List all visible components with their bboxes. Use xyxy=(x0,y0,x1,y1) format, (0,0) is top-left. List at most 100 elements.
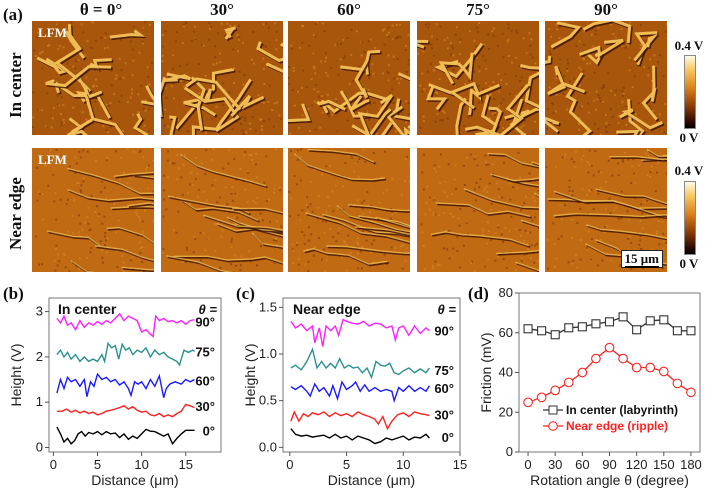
chart-d-xtick-label: 30 xyxy=(548,457,562,472)
chart-c-series-label: 60° xyxy=(434,381,454,396)
chart-b-series-label: 30° xyxy=(195,399,215,414)
chart-d-ytick-label: 80 xyxy=(499,285,513,300)
chart-d-point-square xyxy=(618,312,628,322)
chart-d-point-square xyxy=(632,325,642,335)
colorbar-bottom-min-label: 0 V xyxy=(679,256,699,271)
chart-d-xtick-label: 120 xyxy=(626,457,648,472)
chart-d-xtick-label: 90 xyxy=(602,457,616,472)
lfm-label: LFM xyxy=(38,25,67,40)
chart-d-xtick-label: 180 xyxy=(680,457,702,472)
afm-image-center-4 xyxy=(545,21,667,135)
chart-c-xtick-label: 0 xyxy=(286,457,293,472)
chart-c-ylabel: Height (V) xyxy=(242,343,258,406)
chart-d-point-circle xyxy=(536,392,547,403)
chart-d-legend-marker-square xyxy=(548,405,558,415)
column-title-75: 75° xyxy=(466,0,490,19)
scale-bar: 15 μm xyxy=(620,250,663,268)
chart-d-point-circle xyxy=(591,353,601,364)
chart-b-xtick-label: 15 xyxy=(178,457,192,472)
chart-d-point-circle xyxy=(686,387,696,398)
chart-d-legend-label-1: Near edge (ripple) xyxy=(566,419,668,433)
chart-d-point-square xyxy=(591,319,601,329)
chart-b-series-30° xyxy=(56,403,195,418)
chart-d-point-circle xyxy=(672,378,683,389)
chart-c-xtick-label: 15 xyxy=(453,457,467,472)
column-title-30: 30° xyxy=(210,0,234,19)
chart-b-xtick-label: 5 xyxy=(94,457,101,472)
chart-d-point-circle xyxy=(523,397,533,408)
chart-d-point-circle xyxy=(631,362,642,373)
chart-b-series-label: 75° xyxy=(195,344,215,359)
chart-c-title: Near edge xyxy=(293,301,361,317)
chart-d-point-circle xyxy=(563,377,574,388)
chart-c-series-label: 0° xyxy=(442,430,454,445)
chart-c-legend-header: θ = xyxy=(438,302,457,317)
chart-d-point-square xyxy=(672,326,682,336)
panel-b-label: (b) xyxy=(3,284,24,303)
chart-c-xlabel: Distance (μm) xyxy=(328,472,415,488)
colorbar-bottom-max-label: 0.4 V xyxy=(674,163,704,178)
chart-d-point-circle xyxy=(618,353,628,364)
chart-d-xtick-label: 150 xyxy=(653,457,675,472)
chart-b-ylabel: Height (V) xyxy=(8,343,24,406)
chart-c-series-30° xyxy=(290,410,430,431)
chart-c-ytick-label: 1.0 xyxy=(259,346,277,361)
chart-c-xtick-label: 5 xyxy=(343,457,350,472)
chart-b: 0 5 10 15 0 1 2 3 Distance (μm) Height (V) In cent… xyxy=(8,297,222,488)
chart-d-ytick-label: 20 xyxy=(499,404,513,419)
panel-c-label: (c) xyxy=(236,284,255,303)
chart-d-xtick-label: 60 xyxy=(575,457,589,472)
afm-image-edge-1 xyxy=(161,148,283,272)
chart-d-ylabel: Friction (mV) xyxy=(478,332,494,412)
chart-c-frame xyxy=(282,297,461,453)
chart-b-series-0° xyxy=(56,426,195,446)
chart-b-series-label: 90° xyxy=(195,315,215,330)
chart-b-ytick-label: 3 xyxy=(36,304,43,319)
colorbar-bottom xyxy=(684,181,696,255)
chart-b-ytick-label: 2 xyxy=(36,349,43,364)
chart-b-title: In center xyxy=(58,301,117,317)
chart-d-point-square xyxy=(564,323,574,333)
afm-image-center-0: LFM xyxy=(32,21,154,135)
chart-b-xtick-label: 0 xyxy=(50,457,57,472)
chart-c-series-label: 30° xyxy=(434,408,454,423)
panel-a-label: (a) xyxy=(3,5,23,24)
chart-c-series-60° xyxy=(290,380,430,404)
chart-b-series-90° xyxy=(56,312,195,338)
chart-d-xtick-label: 0 xyxy=(524,457,531,472)
chart-d-point-square xyxy=(577,322,587,332)
chart-d-point-square xyxy=(523,324,533,334)
chart-b-ytick-label: 0 xyxy=(36,439,43,454)
chart-d-legend-marker-circle xyxy=(548,421,558,431)
chart-c-ytick-label: 1.5 xyxy=(259,299,277,314)
chart-d-point-square xyxy=(645,316,655,326)
chart-d-point-circle xyxy=(658,366,669,377)
colorbar-top xyxy=(684,55,696,129)
chart-c-series-75° xyxy=(290,347,430,380)
afm-image-edge-4: 15 μm xyxy=(545,148,667,272)
chart-b-series-label: 60° xyxy=(195,373,215,388)
chart-d-ytick-label: 40 xyxy=(499,365,513,380)
chart-c-series-90° xyxy=(290,318,430,347)
afm-image-center-2 xyxy=(288,21,410,135)
chart-b-legend-header: θ = xyxy=(199,302,218,317)
afm-image-edge-0: LFM xyxy=(32,148,154,272)
afm-image-edge-3 xyxy=(417,148,539,272)
chart-d-point-square xyxy=(659,315,669,325)
column-title-0: θ = 0° xyxy=(79,0,123,19)
chart-d-xlabel: Rotation angle θ (degree) xyxy=(530,472,689,488)
chart-d: 0 30 60 90 120 150 180 0 20 40 60 80 Rotation angle … xyxy=(478,285,702,488)
chart-d-ytick-label: 60 xyxy=(499,325,513,340)
chart-c-ytick-label: 0.5 xyxy=(259,393,277,408)
chart-c-series-0° xyxy=(290,428,430,445)
colorbar-top-max-label: 0.4 V xyxy=(674,38,704,53)
colorbar-top-min-label: 0 V xyxy=(679,130,699,145)
chart-d-point-circle xyxy=(645,362,656,373)
chart-b-series-75° xyxy=(56,341,195,367)
chart-d-point-square xyxy=(604,317,615,327)
column-title-90: 90° xyxy=(594,0,618,19)
chart-b-series-label: 0° xyxy=(203,423,215,438)
chart-c-series-label: 90° xyxy=(434,324,454,339)
chart-c-xtick-label: 10 xyxy=(396,457,410,472)
